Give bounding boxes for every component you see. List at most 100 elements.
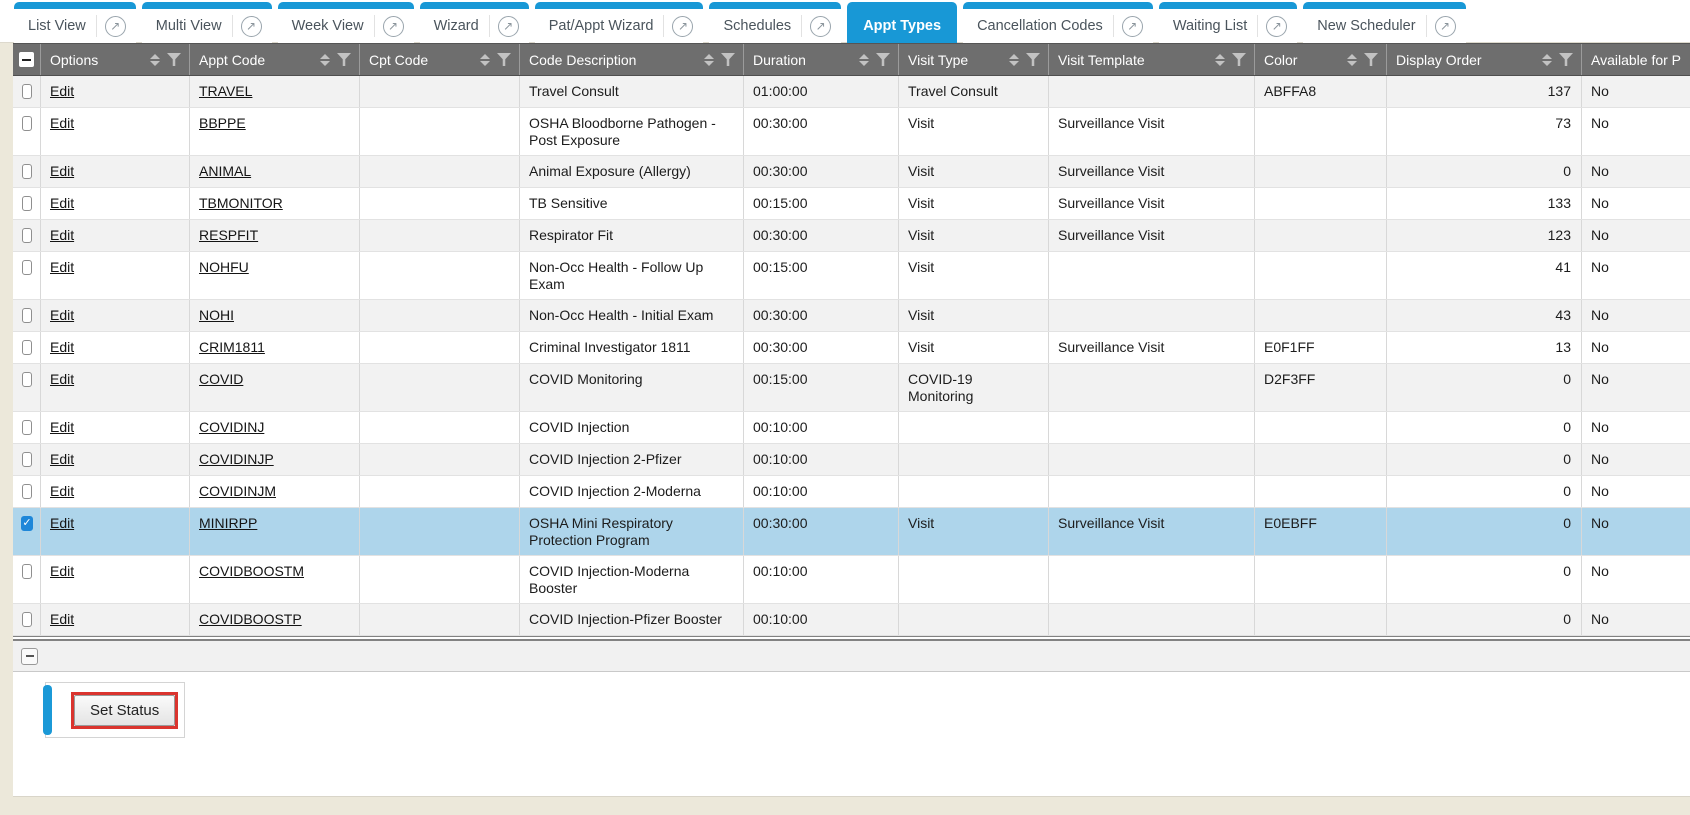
popout-icon[interactable]: ↗: [240, 15, 262, 37]
column-header-code_description[interactable]: Code Description: [520, 44, 744, 75]
appt-code-link[interactable]: COVIDBOOSTM: [199, 563, 305, 579]
column-header-visit_type[interactable]: Visit Type: [899, 44, 1049, 75]
popout-icon[interactable]: ↗: [497, 15, 519, 37]
row-checkbox[interactable]: [22, 228, 32, 243]
filter-icon[interactable]: [497, 53, 511, 66]
row-checkbox[interactable]: [22, 372, 32, 387]
tab-multi-view[interactable]: Multi View ↗: [141, 2, 272, 43]
cell-display_order: 123: [1387, 220, 1582, 251]
filter-icon[interactable]: [1559, 53, 1573, 66]
tab-pat-appt-wizard[interactable]: Pat/Appt Wizard ↗: [534, 2, 704, 43]
row-checkbox[interactable]: [22, 84, 32, 99]
row-checkbox[interactable]: [22, 196, 32, 211]
row-checkbox[interactable]: [22, 484, 32, 499]
appt-code-link[interactable]: RESPFIT: [199, 227, 259, 243]
filter-icon[interactable]: [1364, 53, 1378, 66]
appt-code-link[interactable]: COVID: [199, 371, 244, 387]
popout-icon[interactable]: ↗: [810, 15, 832, 37]
sort-icon[interactable]: [1009, 53, 1019, 66]
sort-icon[interactable]: [1542, 53, 1552, 66]
edit-link[interactable]: Edit: [50, 163, 75, 179]
appt-code-link[interactable]: TRAVEL: [199, 83, 253, 99]
appt-code-link[interactable]: COVIDINJ: [199, 419, 265, 435]
edit-link[interactable]: Edit: [50, 483, 75, 499]
row-checkbox[interactable]: [22, 612, 32, 627]
appt-code-link[interactable]: COVIDBOOSTP: [199, 611, 302, 627]
tab-wizard[interactable]: Wizard ↗: [419, 2, 529, 43]
cell-cpt_code: [360, 444, 520, 475]
filter-icon[interactable]: [721, 53, 735, 66]
sort-icon[interactable]: [1215, 53, 1225, 66]
popout-icon[interactable]: ↗: [382, 15, 404, 37]
column-header-visit_template[interactable]: Visit Template: [1049, 44, 1255, 75]
collapse-minus-icon[interactable]: [21, 647, 38, 665]
cell-visit_template: [1049, 364, 1255, 411]
appt-code-link[interactable]: NOHFU: [199, 259, 249, 275]
row-checkbox[interactable]: [22, 116, 32, 131]
column-header-display_order[interactable]: Display Order: [1387, 44, 1582, 75]
filter-icon[interactable]: [876, 53, 890, 66]
filter-icon[interactable]: [1232, 53, 1246, 66]
popout-icon[interactable]: ↗: [1434, 15, 1456, 37]
tab-list-view[interactable]: List View ↗: [14, 2, 136, 43]
filter-icon[interactable]: [167, 53, 181, 66]
row-checkbox[interactable]: [22, 564, 32, 579]
set-status-button[interactable]: Set Status: [74, 695, 176, 726]
appt-code-link[interactable]: COVIDINJM: [199, 483, 276, 499]
edit-link[interactable]: Edit: [50, 259, 75, 275]
edit-link[interactable]: Edit: [50, 227, 75, 243]
tab-appt-types[interactable]: Appt Types: [847, 2, 958, 43]
column-header-cpt_code[interactable]: Cpt Code: [360, 44, 520, 75]
edit-link[interactable]: Edit: [50, 339, 75, 355]
sort-icon[interactable]: [480, 53, 490, 66]
appt-code-link[interactable]: CRIM1811: [199, 339, 265, 355]
edit-link[interactable]: Edit: [50, 195, 75, 211]
appt-code-link[interactable]: MINIRPP: [199, 515, 258, 531]
tab-week-view[interactable]: Week View ↗: [277, 2, 414, 43]
row-checkbox[interactable]: ✓: [21, 516, 33, 531]
column-header-duration[interactable]: Duration: [744, 44, 899, 75]
tab-cancellation-codes[interactable]: Cancellation Codes ↗: [963, 2, 1153, 43]
sort-icon[interactable]: [1347, 53, 1357, 66]
popout-icon[interactable]: ↗: [104, 15, 126, 37]
cell-visit_type: Visit: [899, 220, 1049, 251]
appt-code-link[interactable]: COVIDINJP: [199, 451, 274, 467]
select-all-minus-icon[interactable]: [19, 52, 34, 67]
tab-waiting-list[interactable]: Waiting List ↗: [1158, 2, 1298, 43]
popout-icon[interactable]: ↗: [1121, 15, 1143, 37]
edit-link[interactable]: Edit: [50, 451, 75, 467]
row-checkbox[interactable]: [22, 452, 32, 467]
popout-icon[interactable]: ↗: [1266, 15, 1288, 37]
column-header-appt_code[interactable]: Appt Code: [190, 44, 360, 75]
tab-schedules[interactable]: Schedules ↗: [709, 2, 842, 43]
row-checkbox[interactable]: [22, 340, 32, 355]
popout-icon[interactable]: ↗: [672, 15, 694, 37]
sort-icon[interactable]: [859, 53, 869, 66]
edit-link[interactable]: Edit: [50, 419, 75, 435]
sort-icon[interactable]: [320, 53, 330, 66]
sort-icon[interactable]: [704, 53, 714, 66]
edit-link[interactable]: Edit: [50, 611, 75, 627]
appt-code-link[interactable]: BBPPE: [199, 115, 246, 131]
row-checkbox[interactable]: [22, 260, 32, 275]
edit-link[interactable]: Edit: [50, 371, 75, 387]
edit-link[interactable]: Edit: [50, 515, 75, 531]
appt-code-link[interactable]: TBMONITOR: [199, 195, 283, 211]
edit-link[interactable]: Edit: [50, 307, 75, 323]
sort-icon[interactable]: [150, 53, 160, 66]
row-checkbox[interactable]: [22, 164, 32, 179]
edit-link[interactable]: Edit: [50, 115, 75, 131]
column-header-color[interactable]: Color: [1255, 44, 1387, 75]
row-checkbox[interactable]: [22, 420, 32, 435]
appt-code-link[interactable]: NOHI: [199, 307, 234, 323]
filter-icon[interactable]: [1026, 53, 1040, 66]
edit-link[interactable]: Edit: [50, 83, 75, 99]
appt-code-link[interactable]: ANIMAL: [199, 163, 252, 179]
tab-new-scheduler[interactable]: New Scheduler ↗: [1303, 2, 1466, 43]
filter-icon[interactable]: [337, 53, 351, 66]
column-header-options[interactable]: Options: [41, 44, 190, 75]
select-all-header-cell[interactable]: [13, 44, 41, 75]
row-checkbox[interactable]: [22, 308, 32, 323]
edit-link[interactable]: Edit: [50, 563, 75, 579]
column-header-available[interactable]: Available for P: [1582, 44, 1690, 75]
